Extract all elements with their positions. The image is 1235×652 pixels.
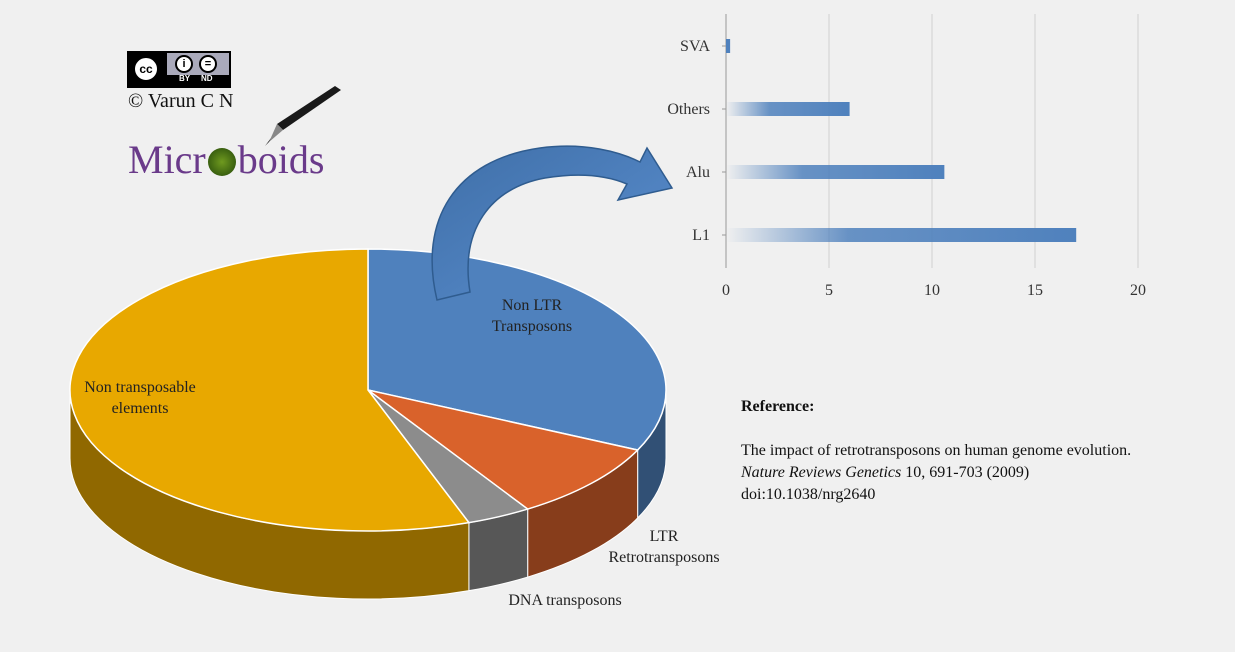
pie-label: LTR Retrotransposons bbox=[608, 528, 719, 566]
copyright-text: © Varun C N bbox=[128, 90, 234, 112]
curved-arrow-icon bbox=[431, 145, 674, 301]
pie-label: Non transposable elements bbox=[84, 379, 196, 417]
no-derivatives-icon: = bbox=[199, 55, 217, 73]
attribution-icon: i bbox=[175, 55, 193, 73]
x-tick-label: 10 bbox=[924, 282, 940, 299]
bar bbox=[726, 102, 850, 116]
cc-icon: cc bbox=[133, 56, 159, 82]
cc-license-badge: cc i = BY ND bbox=[127, 51, 231, 88]
microboids-logo: Micr boids bbox=[128, 137, 325, 182]
y-tick-label: L1 bbox=[692, 227, 710, 244]
bar bbox=[726, 165, 945, 179]
reference-citation: Nature Reviews Genetics 10, 691-703 (200… bbox=[741, 464, 1030, 481]
reference-journal: Nature Reviews Genetics bbox=[741, 464, 902, 481]
x-tick-label: 5 bbox=[825, 282, 833, 299]
pie-label: Non LTR Transposons bbox=[492, 297, 572, 335]
pie-slice bbox=[69, 248, 471, 532]
reference-title: The impact of retrotransposons on human … bbox=[741, 442, 1132, 459]
reference-block: Reference: The impact of retrotransposon… bbox=[741, 396, 1131, 506]
bar bbox=[726, 228, 1077, 242]
y-tick-label: SVA bbox=[680, 38, 710, 55]
x-tick-label: 15 bbox=[1027, 282, 1043, 299]
pie-slice bbox=[367, 389, 640, 510]
pie-chart: Non LTR Transposons LTR Retrotransposons DNA… bbox=[69, 248, 720, 609]
bar-chart: 0 5 10 15 20 SVA Others Alu L1 bbox=[667, 14, 1146, 299]
reference-doi: doi:10.1038/nrg2640 bbox=[741, 486, 876, 503]
y-tick-label: Others bbox=[667, 101, 710, 118]
x-tick-label: 0 bbox=[722, 282, 730, 299]
reference-heading: Reference: bbox=[741, 398, 815, 415]
bar bbox=[726, 39, 731, 53]
cc-by-label: BY bbox=[179, 74, 191, 83]
x-tick-label: 20 bbox=[1130, 282, 1146, 299]
y-tick-label: Alu bbox=[686, 164, 710, 181]
pen-icon bbox=[265, 86, 341, 146]
microbe-icon bbox=[207, 148, 236, 176]
cc-nd-label: ND bbox=[201, 74, 213, 83]
pie-label: DNA transposons bbox=[508, 592, 621, 609]
